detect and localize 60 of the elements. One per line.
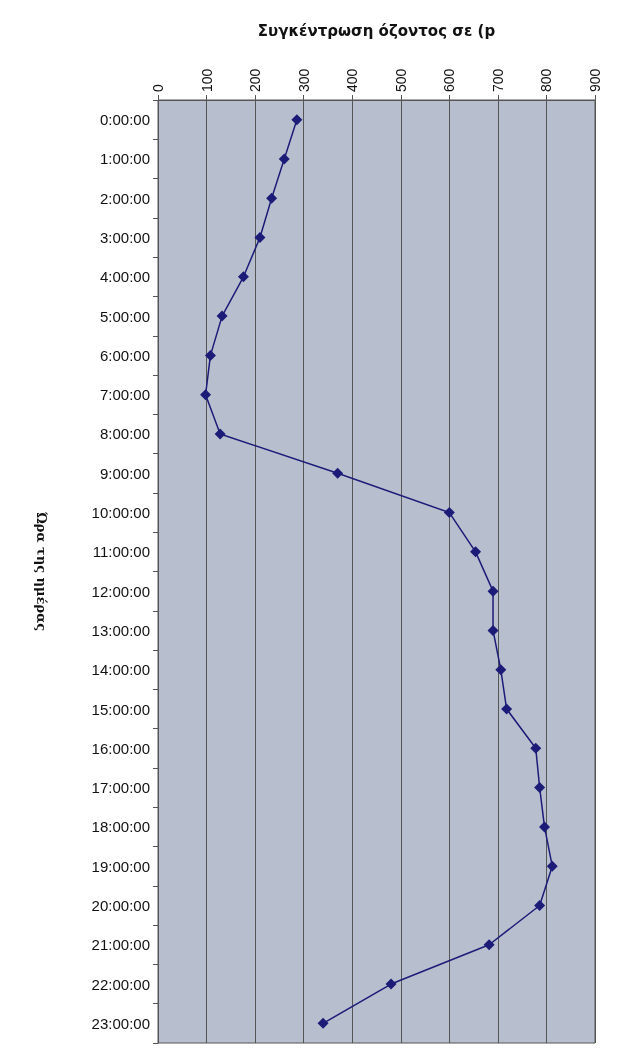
x-tick-label: 700: [489, 68, 506, 92]
y-tick-label: 2:00:00: [99, 189, 150, 207]
x-tick-label: 600: [441, 68, 458, 92]
y-tick-label: 5:00:00: [99, 307, 150, 325]
point: [483, 939, 495, 951]
point: [216, 310, 228, 322]
y-tick-label: 7:00:00: [99, 386, 150, 404]
y-tick-label: 4:00:00: [99, 268, 150, 286]
point: [214, 428, 226, 440]
y-tick-label: 19:00:00: [91, 857, 150, 875]
y-tick-label: 9:00:00: [99, 464, 150, 482]
point: [546, 860, 558, 872]
y-tick-label: 3:00:00: [99, 229, 150, 247]
point: [317, 1017, 329, 1029]
y-tick-label: 12:00:00: [91, 582, 150, 600]
y-tick-label: 1:00:00: [99, 150, 150, 168]
y-tick-label: 16:00:00: [91, 739, 150, 757]
y-tick-label: 6:00:00: [99, 346, 150, 364]
point: [254, 232, 266, 244]
point: [385, 978, 397, 990]
point: [487, 585, 499, 597]
point: [291, 114, 303, 126]
point: [534, 782, 546, 794]
y-tick-label: 23:00:00: [91, 1014, 150, 1032]
point: [530, 742, 542, 754]
y-tick-label: 20:00:00: [91, 896, 150, 914]
point: [470, 546, 482, 558]
point: [495, 664, 507, 676]
point: [237, 271, 249, 283]
y-tick-label: 10:00:00: [91, 504, 150, 522]
x-tick-label: 400: [344, 68, 361, 92]
y-tick-label: 11:00:00: [92, 543, 150, 561]
x-tick-label: 0: [150, 84, 166, 92]
x-tick-label: 300: [295, 68, 312, 92]
y-tick-label: 13:00:00: [91, 621, 150, 639]
y-tick-label: 14:00:00: [91, 661, 150, 679]
y-tick-label: 21:00:00: [91, 936, 150, 954]
x-axis-title: Συγκέντρωση όζοντος σε (p: [257, 21, 496, 40]
point: [278, 153, 290, 165]
y-axis-title: Ώρα της ημέρας: [34, 510, 49, 632]
x-tick-label: 200: [247, 68, 264, 92]
y-tick-label: 0:00:00: [99, 111, 150, 129]
y-tick-label: 15:00:00: [91, 700, 150, 718]
point: [501, 703, 513, 715]
y-tick-label: 8:00:00: [99, 425, 150, 443]
point: [534, 899, 546, 911]
point: [487, 624, 499, 636]
x-tick-label: 900: [587, 68, 603, 92]
point: [539, 821, 550, 833]
point: [332, 467, 344, 479]
x-tick-label: 100: [198, 68, 215, 92]
point: [200, 389, 212, 401]
point: [204, 349, 216, 361]
y-tick-label: 22:00:00: [91, 975, 150, 993]
x-tick-label: 500: [392, 68, 409, 92]
y-tick-label: 18:00:00: [91, 818, 150, 836]
y-tick-label: 17:00:00: [91, 779, 150, 797]
x-tick-label: 800: [538, 68, 555, 92]
point: [443, 507, 455, 519]
point: [266, 192, 278, 204]
